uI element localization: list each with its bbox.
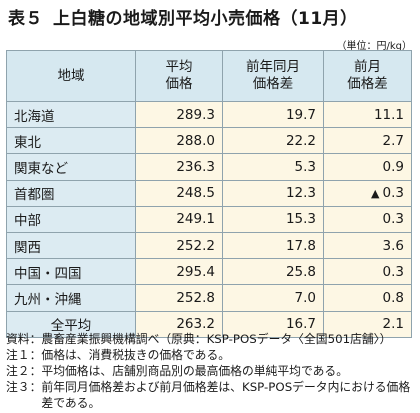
avg-price-cell: 252.2	[135, 231, 223, 260]
mom-diff-value: 2.1	[382, 316, 404, 333]
footnotes: 資料： 農畜産業振興機構調べ（原典：KSP-POSデータ〈全国501店舗〉） 注１…	[6, 331, 414, 411]
table-row: 首都圏 248.5 12.3 ▲ 0.3	[6, 179, 412, 207]
yoy-diff-cell: 17.8	[222, 231, 324, 260]
header-mom-line1: 前月	[354, 59, 381, 76]
mom-diff-cell: ▲ 0.3	[323, 179, 412, 207]
footnote: 注３： 前年同月価格差および前月価格差は、KSP-POSデータ内における価格差であ…	[6, 379, 414, 411]
mom-diff-value: 3.6	[382, 237, 404, 254]
mom-diff-cell: 2.1	[323, 310, 412, 338]
footnote-text: 農畜産業振興機構調べ（原典：KSP-POSデータ〈全国501店舗〉）	[41, 332, 392, 346]
mom-diff-cell: 0.9	[323, 153, 412, 181]
region-cell: 全平均	[6, 310, 136, 338]
title-text: 上白糖の地域別平均小売価格（11月）	[53, 9, 358, 29]
footnote: 注１： 価格は、消費税抜きの価格である。	[6, 347, 414, 363]
region-cell: 北海道	[6, 100, 136, 129]
footnote-head: 注１：	[6, 348, 42, 362]
yoy-diff-cell: 7.0	[222, 284, 324, 312]
avg-price-cell: 252.8	[135, 284, 223, 312]
mom-diff-value: 0.3	[382, 211, 404, 228]
header-yoy-diff: 前年同月 価格差	[222, 50, 324, 102]
mom-diff-cell: 0.3	[323, 205, 412, 233]
region-cell: 中部	[6, 205, 136, 233]
table-row: 北海道 289.3 19.7 11.1	[6, 100, 412, 129]
table-row: 関西 252.2 17.8 3.6	[6, 231, 412, 260]
header-average-price: 平均 価格	[135, 50, 223, 102]
region-cell: 首都圏	[6, 179, 136, 207]
mom-diff-value: 0.3	[382, 263, 404, 280]
region-cell: 関東など	[6, 153, 136, 181]
footnote-text: 価格は、消費税抜きの価格である。	[41, 348, 231, 362]
mom-diff-value: 2.7	[382, 132, 404, 149]
region-cell: 東北	[6, 127, 136, 155]
footnote-text: 前年同月価格差および前月価格差は、KSP-POSデータ内における価格差である。	[41, 380, 411, 410]
table-row: 東北 288.0 22.2 2.7	[6, 127, 412, 155]
yoy-diff-cell: 15.3	[222, 205, 324, 233]
negative-mark: ▲	[371, 187, 380, 201]
yoy-diff-cell: 19.7	[222, 100, 324, 129]
price-table: 地域 平均 価格 前年同月 価格差 前月 価格差 北海道 289.3 19.7 11.…	[6, 50, 412, 338]
table-row: 中部 249.1 15.3 0.3	[6, 205, 412, 233]
footnote-head: 注２：	[6, 364, 42, 378]
header-mom-line2: 価格差	[347, 76, 388, 92]
header-yoy-line1: 前年同月	[246, 59, 300, 76]
table-row: 九州・沖縄 252.8 7.0 0.8	[6, 284, 412, 312]
mom-diff-cell: 2.7	[323, 127, 412, 155]
mom-diff-value: 0.8	[382, 289, 404, 306]
mom-diff-value: 0.9	[382, 158, 404, 175]
header-region-label: 地域	[57, 67, 85, 84]
header-region: 地域	[6, 50, 136, 102]
mom-diff-cell: 11.1	[323, 100, 412, 129]
table-title: 表５ 上白糖の地域別平均小売価格（11月）	[8, 4, 358, 29]
footnote: 注２： 平均価格は、店舗別商品別の最高価格の単純平均である。	[6, 363, 414, 379]
mom-diff-cell: 0.8	[323, 284, 412, 312]
table-header-row: 地域 平均 価格 前年同月 価格差 前月 価格差	[6, 50, 412, 102]
header-avg-line2: 価格	[165, 76, 193, 92]
unit-label: （単位：円/kg）	[336, 41, 412, 52]
mom-diff-value: 11.1	[373, 106, 404, 123]
table-row: 関東など 236.3 5.3 0.9	[6, 153, 412, 181]
table-row: 中国・四国 295.4 25.8 0.3	[6, 258, 412, 286]
header-mom-diff: 前月 価格差	[323, 50, 412, 102]
region-cell: 九州・沖縄	[6, 284, 136, 312]
avg-price-cell: 263.2	[135, 310, 223, 338]
region-cell: 関西	[6, 231, 136, 260]
yoy-diff-cell: 12.3	[222, 179, 324, 207]
header-avg-line1: 平均	[165, 59, 193, 76]
header-yoy-line2: 価格差	[252, 76, 294, 92]
avg-price-cell: 295.4	[135, 258, 223, 286]
table-number: 表５	[8, 9, 43, 29]
mom-diff-cell: 3.6	[323, 231, 412, 260]
footnote-head: 注３：	[6, 380, 42, 394]
avg-price-cell: 249.1	[135, 205, 223, 233]
yoy-diff-cell: 16.7	[222, 310, 324, 338]
avg-price-cell: 289.3	[135, 100, 223, 129]
mom-diff-cell: 0.3	[323, 258, 412, 286]
avg-price-cell: 236.3	[135, 153, 223, 181]
yoy-diff-cell: 5.3	[222, 153, 324, 181]
yoy-diff-cell: 25.8	[222, 258, 324, 286]
footnote: 資料： 農畜産業振興機構調べ（原典：KSP-POSデータ〈全国501店舗〉）	[6, 331, 414, 347]
footnote-text: 平均価格は、店舗別商品別の最高価格の単純平均である。	[41, 364, 349, 378]
footnote-head: 資料：	[6, 332, 42, 346]
region-cell: 中国・四国	[6, 258, 136, 286]
table-total-row: 全平均 263.2 16.7 2.1	[6, 310, 412, 338]
avg-price-cell: 248.5	[135, 179, 223, 207]
yoy-diff-cell: 22.2	[222, 127, 324, 155]
mom-diff-value: 0.3	[382, 185, 404, 202]
avg-price-cell: 288.0	[135, 127, 223, 155]
